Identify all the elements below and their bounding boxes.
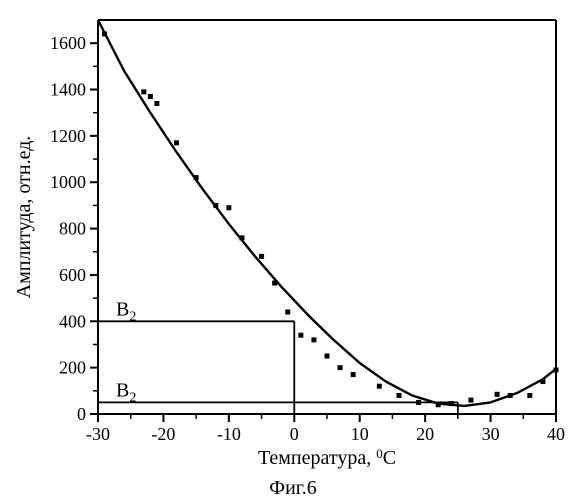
x-tick-label: 40 bbox=[547, 424, 565, 444]
data-point bbox=[468, 398, 473, 403]
data-point bbox=[508, 393, 513, 398]
data-point bbox=[298, 333, 303, 338]
fitted-curve bbox=[98, 20, 556, 406]
x-tick-label: -20 bbox=[151, 424, 175, 444]
x-tick-label: -30 bbox=[86, 424, 110, 444]
x-tick-label: 20 bbox=[416, 424, 434, 444]
data-point bbox=[449, 401, 454, 406]
y-tick-label: 200 bbox=[59, 358, 86, 378]
x-axis-label: Температура, 0C bbox=[258, 446, 396, 469]
data-point bbox=[239, 235, 244, 240]
y-tick-label: 1000 bbox=[50, 172, 86, 192]
data-point bbox=[416, 400, 421, 405]
y-tick-label: 600 bbox=[59, 265, 86, 285]
data-point bbox=[285, 310, 290, 315]
y-tick-label: 0 bbox=[77, 404, 86, 424]
y-tick-label: 1200 bbox=[50, 126, 86, 146]
figure-caption: Фиг.6 bbox=[269, 477, 316, 499]
y-tick-label: 1600 bbox=[50, 33, 86, 53]
y-axis-label: Амплитуда, отн.ед. bbox=[13, 136, 35, 299]
data-point bbox=[495, 392, 500, 397]
data-point bbox=[377, 384, 382, 389]
data-point bbox=[351, 372, 356, 377]
data-point bbox=[213, 203, 218, 208]
x-tick-label: 30 bbox=[482, 424, 500, 444]
data-point bbox=[527, 393, 532, 398]
x-tick-label: -10 bbox=[217, 424, 241, 444]
y-tick-label: 400 bbox=[59, 311, 86, 331]
amplitude-vs-temperature-chart: -30-20-100102030400200400600800100012001… bbox=[0, 0, 586, 500]
data-point bbox=[554, 367, 559, 372]
data-point bbox=[436, 402, 441, 407]
data-point bbox=[259, 254, 264, 259]
x-tick-label: 10 bbox=[351, 424, 369, 444]
data-point bbox=[540, 379, 545, 384]
data-point bbox=[338, 365, 343, 370]
data-point bbox=[141, 89, 146, 94]
data-point bbox=[194, 175, 199, 180]
data-point bbox=[174, 140, 179, 145]
data-point bbox=[272, 281, 277, 286]
y-tick-label: 1400 bbox=[50, 80, 86, 100]
data-point bbox=[325, 354, 330, 359]
data-point bbox=[226, 205, 231, 210]
x-tick-label: 0 bbox=[290, 424, 299, 444]
y-tick-label: 800 bbox=[59, 219, 86, 239]
data-point bbox=[148, 94, 153, 99]
data-point bbox=[154, 101, 159, 106]
data-point bbox=[102, 31, 107, 36]
data-point bbox=[311, 337, 316, 342]
data-point bbox=[396, 393, 401, 398]
